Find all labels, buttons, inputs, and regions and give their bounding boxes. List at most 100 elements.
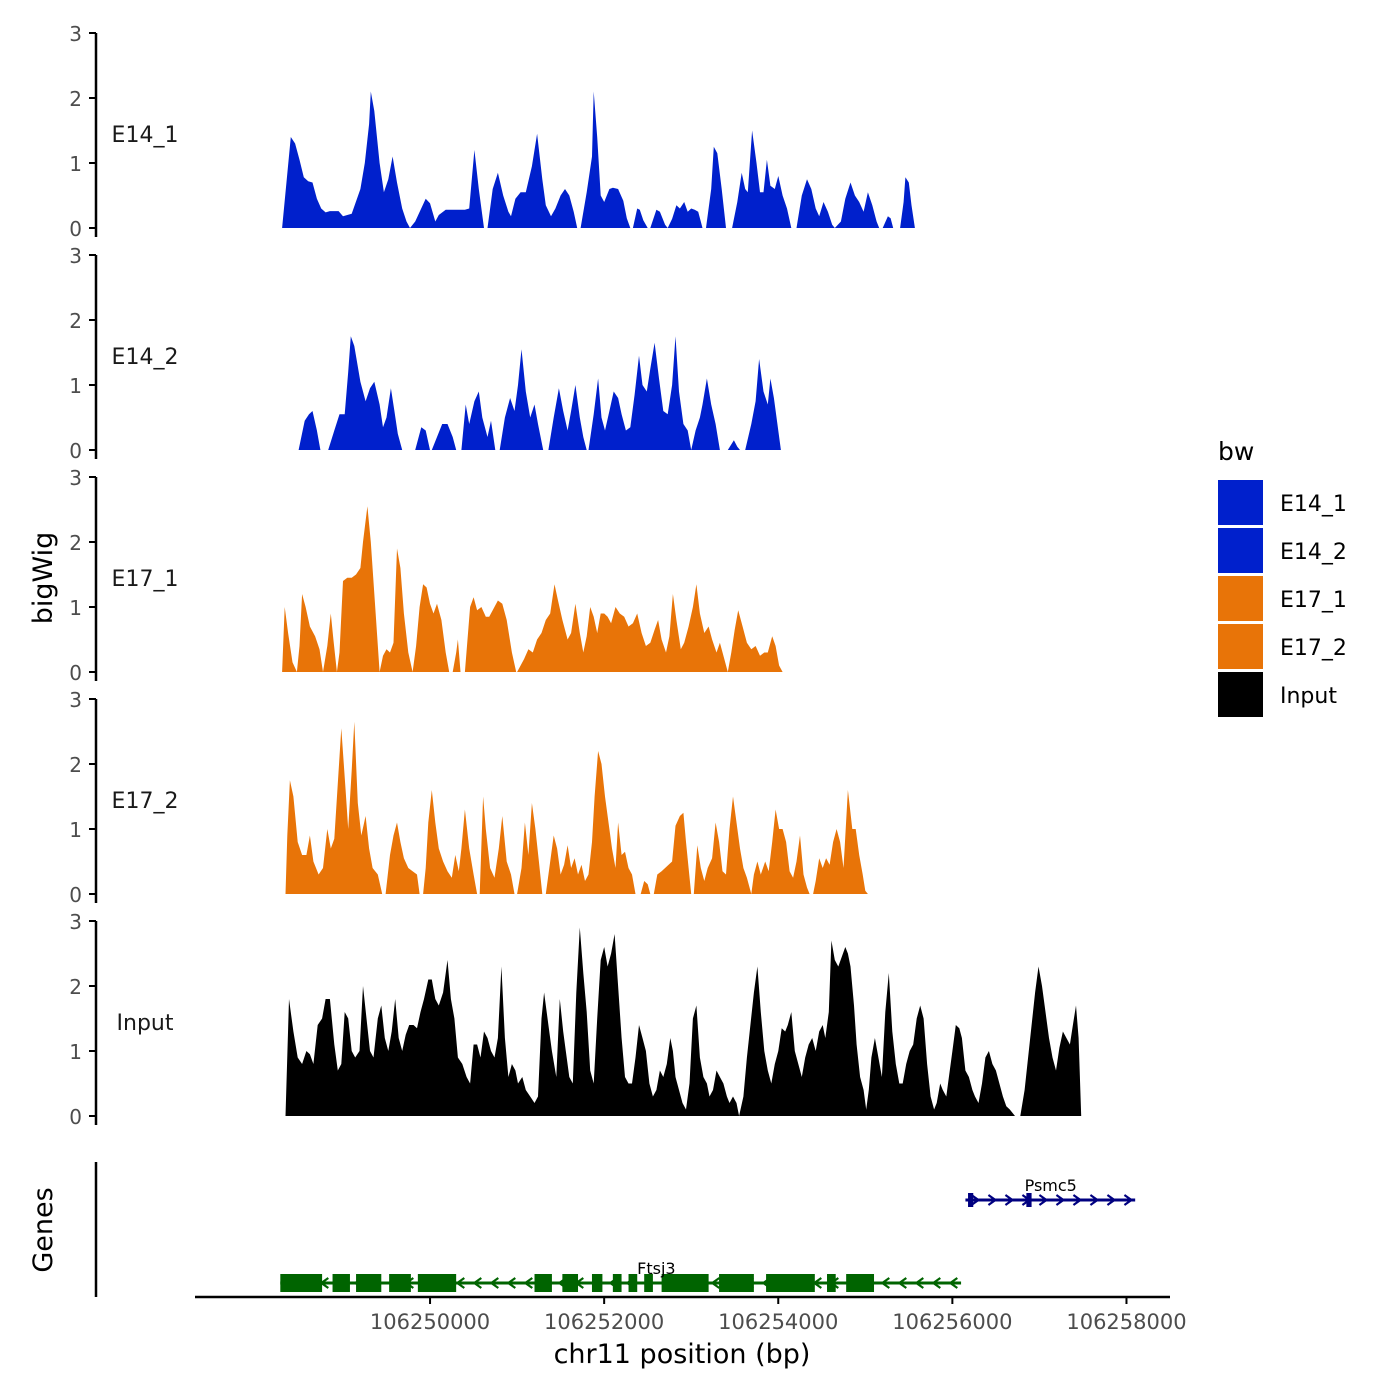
legend-label: E14_2 (1280, 540, 1347, 565)
legend-entries: E14_1 E14_2 E17_1 E17_2 Input (1218, 480, 1347, 717)
gene-exon (562, 1274, 579, 1292)
track-label: E14_2 (112, 345, 179, 370)
y-tick-label: 0 (69, 439, 82, 463)
strand-arrow (489, 1277, 499, 1289)
gene-exon (356, 1274, 382, 1292)
gene-exon (644, 1274, 653, 1292)
y-axis-title: bigWig (28, 532, 59, 625)
y-tick-label: 0 (69, 217, 82, 241)
y-tick-label: 2 (69, 309, 82, 333)
coverage-area-e17_1 (282, 506, 783, 672)
gene-exon (591, 1274, 603, 1292)
track-label: Input (117, 1011, 174, 1036)
gene-name-label: Ftsj3 (637, 1259, 675, 1278)
legend-swatch-e17_1 (1218, 576, 1263, 621)
x-tick-label: 106252000 (544, 1310, 664, 1334)
strand-arrow (506, 1277, 516, 1289)
strand-arrow (897, 1277, 907, 1289)
y-tick-label: 1 (69, 818, 82, 842)
track-input: 0 1 2 3 Input (69, 910, 1082, 1129)
track-e14_2: 0 1 2 3 E14_2 (69, 244, 781, 463)
strand-arrow (914, 1277, 924, 1289)
track-label: E14_1 (112, 123, 179, 148)
gene-exon (280, 1274, 323, 1292)
strand-arrow (1072, 1194, 1083, 1206)
track-e17_2: 0 1 2 3 E17_2 (69, 688, 868, 907)
legend-label: E17_1 (1280, 588, 1347, 613)
strand-arrow (948, 1277, 958, 1289)
strand-arrow (1004, 1194, 1015, 1206)
y-tick-label: 3 (69, 910, 82, 934)
y-tick-label: 3 (69, 466, 82, 490)
gene-exon (661, 1274, 709, 1292)
x-axis: 106250000 106252000 106254000 106256000 1062… (195, 1295, 1187, 1370)
gene-exon (719, 1274, 754, 1292)
legend-label: Input (1280, 684, 1337, 709)
coverage-area-input (285, 927, 1082, 1116)
x-tick-label: 106254000 (718, 1310, 838, 1334)
track-e17_1: 0 1 2 3 E17_1 (69, 466, 783, 685)
y-tick-label: 1 (69, 374, 82, 398)
strand-arrow (472, 1277, 482, 1289)
y-tick-label: 1 (69, 596, 82, 620)
gene-exon (628, 1274, 638, 1292)
y-tick-label: 2 (69, 87, 82, 111)
legend-swatch-e17_2 (1218, 624, 1263, 669)
gene-exon (389, 1274, 411, 1292)
track-e14_1: 0 1 2 3 E14_1 (69, 22, 915, 241)
strand-arrow (987, 1194, 998, 1206)
x-axis-title: chr11 position (bp) (554, 1339, 811, 1370)
coverage-area-e17_2 (285, 721, 868, 894)
y-tick-label: 2 (69, 531, 82, 555)
strand-arrow (455, 1277, 465, 1289)
gene-track-panel: Genes Ftsj3 Psmc5 (28, 1162, 1136, 1297)
y-tick-label: 0 (69, 661, 82, 685)
track-label: E17_2 (112, 789, 179, 814)
x-tick-label: 106256000 (892, 1310, 1012, 1334)
gene-exon (846, 1274, 875, 1292)
gene-ftsj3: Ftsj3 (280, 1259, 962, 1292)
gene-exon (1026, 1193, 1032, 1207)
x-tick-label: 106258000 (1066, 1310, 1186, 1334)
legend-swatch-input (1218, 672, 1263, 717)
x-tick-label: 106250000 (370, 1310, 490, 1334)
y-tick-label: 2 (69, 753, 82, 777)
gene-models: Ftsj3 Psmc5 (280, 1176, 1136, 1292)
coverage-area-e14_1 (282, 91, 915, 228)
coverage-tracks: 0 1 2 3 E14_1 0 1 2 3 E14_2 0 1 2 3 E17_1 0 1 2 3 E17_2 0 1 2 3… (69, 22, 1082, 1129)
legend-swatch-e14_1 (1218, 480, 1263, 525)
legend-swatch-e14_2 (1218, 528, 1263, 573)
strand-arrow (931, 1277, 941, 1289)
strand-arrow (1089, 1194, 1100, 1206)
strand-arrow (880, 1277, 890, 1289)
gene-exon (612, 1274, 622, 1292)
legend-label: E17_2 (1280, 636, 1347, 661)
gene-track-label: Genes (28, 1187, 59, 1272)
gene-exon (766, 1274, 815, 1292)
y-tick-label: 0 (69, 883, 82, 907)
legend-label: E14_1 (1280, 492, 1347, 517)
y-tick-label: 3 (69, 22, 82, 46)
gene-psmc5: Psmc5 (965, 1176, 1136, 1207)
strand-arrow (523, 1277, 533, 1289)
strand-arrow (1106, 1194, 1117, 1206)
y-tick-label: 1 (69, 1040, 82, 1064)
gene-exon (332, 1274, 350, 1292)
y-tick-label: 3 (69, 688, 82, 712)
gene-exon (968, 1193, 974, 1207)
gene-name-label: Psmc5 (1025, 1176, 1077, 1195)
y-tick-label: 1 (69, 152, 82, 176)
y-tick-label: 3 (69, 244, 82, 268)
strand-arrow (1038, 1194, 1049, 1206)
gene-exon (417, 1274, 457, 1292)
y-tick-label: 0 (69, 1105, 82, 1129)
y-tick-label: 2 (69, 975, 82, 999)
track-label: E17_1 (112, 567, 179, 592)
strand-arrow (1055, 1194, 1066, 1206)
strand-arrow (1123, 1194, 1134, 1206)
gene-exon (827, 1274, 836, 1292)
strand-arrow (970, 1194, 981, 1206)
x-axis-ticks: 106250000 106252000 106254000 106256000 1062… (370, 1297, 1187, 1334)
gene-exon (534, 1274, 552, 1292)
